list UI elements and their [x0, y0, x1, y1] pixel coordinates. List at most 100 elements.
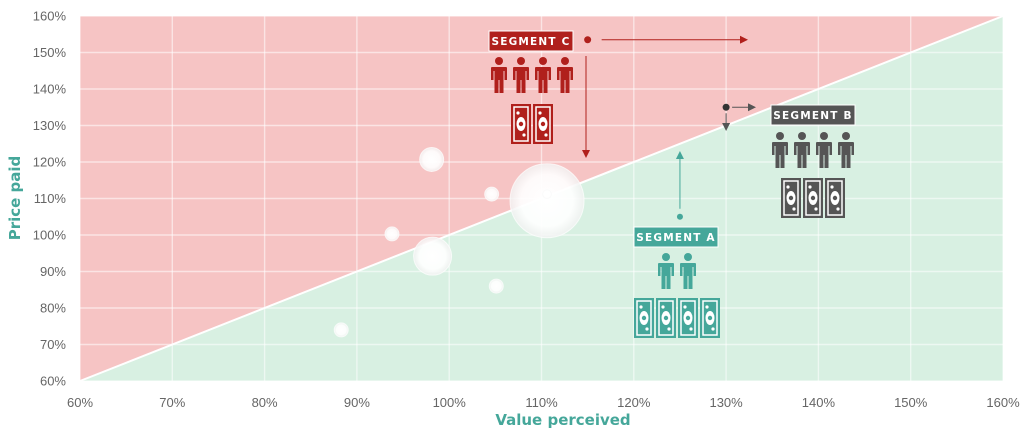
- segment-c-dot: [584, 36, 592, 44]
- segment-a-dot: [676, 213, 683, 220]
- person-icon: [557, 57, 573, 93]
- money-icon: [678, 298, 698, 338]
- x-tick-label: 150%: [894, 395, 928, 410]
- segment-label-box: [770, 104, 856, 126]
- x-tick-label: 60%: [67, 395, 93, 410]
- person-head: [820, 132, 828, 140]
- x-axis-ticks: 60% 70% 80% 90% 100% 110% 120% 130% 140% 150% 160%: [67, 395, 1020, 410]
- bill-border: [805, 180, 821, 216]
- segment-label-text: SEGMENT B: [773, 110, 852, 122]
- person-icon: [535, 57, 551, 93]
- bill-border: [535, 106, 551, 142]
- person-icon: [680, 253, 696, 289]
- money-icon: [533, 104, 553, 144]
- x-tick-label: 130%: [709, 395, 743, 410]
- y-tick-label: 150%: [33, 45, 67, 60]
- person-head: [776, 132, 784, 140]
- money-icon: [803, 178, 823, 218]
- person-body: [816, 142, 832, 168]
- person-body: [535, 67, 551, 93]
- bubble: [419, 146, 445, 172]
- person-head: [517, 57, 525, 65]
- bill-center: [810, 195, 816, 201]
- bill-dot: [830, 185, 834, 189]
- bill-dot: [808, 185, 812, 189]
- bubble: [384, 226, 400, 242]
- person-head: [539, 57, 547, 65]
- x-tick-label: 140%: [802, 395, 836, 410]
- segment-b: SEGMENT B: [722, 103, 856, 218]
- bill-dot: [786, 185, 790, 189]
- person-body: [794, 142, 810, 168]
- person-icon: [816, 132, 832, 168]
- bubble: [541, 188, 553, 200]
- person-body: [772, 142, 788, 168]
- bill-dot: [639, 305, 643, 309]
- bill-border: [513, 106, 529, 142]
- bill-dot: [705, 305, 709, 309]
- bill-border: [680, 300, 696, 336]
- money-icon: [700, 298, 720, 338]
- person-head: [842, 132, 850, 140]
- y-tick-label: 110%: [34, 191, 67, 206]
- person-body: [838, 142, 854, 168]
- person-icon: [794, 132, 810, 168]
- y-tick-label: 80%: [40, 301, 66, 316]
- bill-border: [702, 300, 718, 336]
- y-tick-label: 60%: [40, 374, 66, 389]
- person-head: [495, 57, 503, 65]
- person-icon: [491, 57, 507, 93]
- money-icon: [781, 178, 801, 218]
- money-icon: [825, 178, 845, 218]
- bill-border: [636, 300, 652, 336]
- y-tick-label: 130%: [33, 118, 67, 133]
- x-tick-label: 110%: [525, 395, 558, 410]
- bill-center: [663, 315, 669, 321]
- bill-dot: [522, 133, 526, 137]
- bill-center: [518, 121, 524, 127]
- segment-c: SEGMENT C: [488, 30, 748, 158]
- bill-border: [658, 300, 674, 336]
- y-tick-label: 140%: [33, 82, 67, 97]
- x-tick-label: 70%: [159, 395, 185, 410]
- y-tick-label: 120%: [33, 155, 67, 170]
- bill-center: [832, 195, 838, 201]
- bill-dot: [667, 327, 671, 331]
- bubble: [413, 236, 453, 276]
- person-body: [658, 263, 674, 289]
- bill-border: [783, 180, 799, 216]
- y-tick-label: 70%: [40, 337, 66, 352]
- y-tick-label: 90%: [40, 264, 66, 279]
- segment-label-text: SEGMENT A: [636, 232, 716, 244]
- bill-center: [641, 315, 647, 321]
- bill-dot: [683, 305, 687, 309]
- bubble: [488, 278, 504, 294]
- x-tick-label: 90%: [344, 395, 370, 410]
- y-axis-title: Price paid: [6, 156, 24, 241]
- person-body: [557, 67, 573, 93]
- bill-center: [540, 121, 546, 127]
- person-head: [662, 253, 670, 261]
- segments: SEGMENT C SEGMENT B SEGMENT A: [488, 30, 856, 338]
- bubble: [484, 186, 500, 202]
- x-tick-label: 100%: [433, 395, 467, 410]
- person-icon: [658, 253, 674, 289]
- person-body: [680, 263, 696, 289]
- bill-center: [707, 315, 713, 321]
- x-tick-label: 120%: [617, 395, 651, 410]
- bill-center: [788, 195, 794, 201]
- bill-dot: [836, 207, 840, 211]
- money-icon: [634, 298, 654, 338]
- bill-border: [827, 180, 843, 216]
- person-head: [798, 132, 806, 140]
- bill-dot: [645, 327, 649, 331]
- person-head: [561, 57, 569, 65]
- person-body: [513, 67, 529, 93]
- bill-dot: [516, 111, 520, 115]
- bill-dot: [661, 305, 665, 309]
- money-icon: [511, 104, 531, 144]
- segment-a: SEGMENT A: [633, 151, 720, 338]
- bubble: [333, 322, 349, 338]
- bubbles: [333, 146, 585, 338]
- segment-label-text: SEGMENT C: [491, 36, 570, 48]
